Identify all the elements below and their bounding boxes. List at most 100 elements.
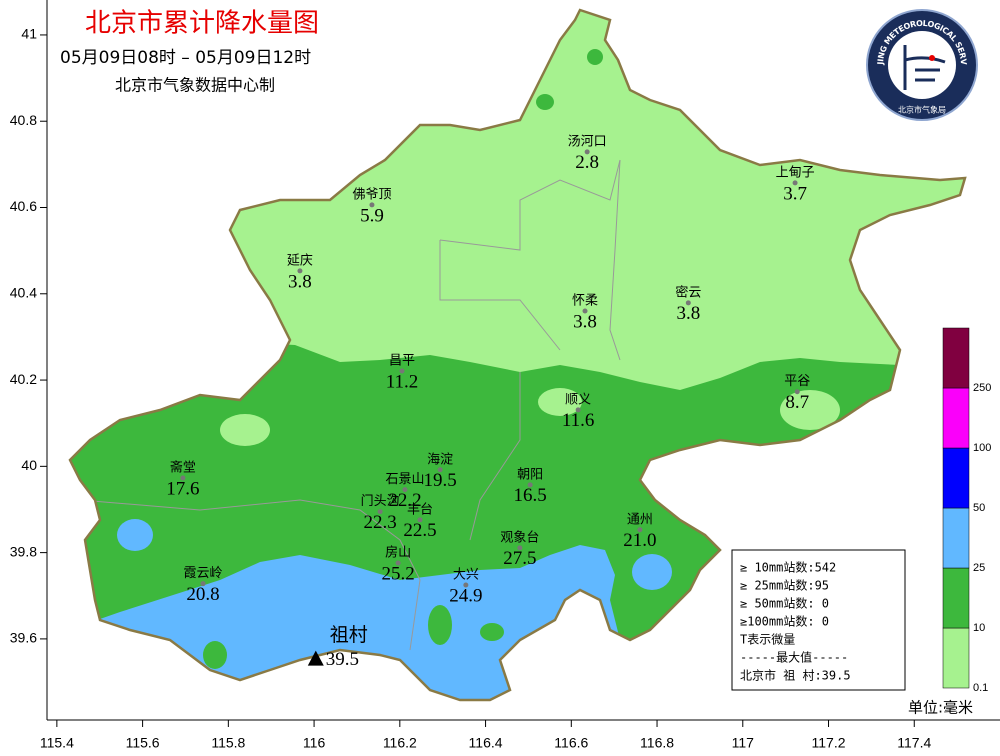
- x-tick-label: 116.2: [383, 735, 417, 751]
- legend-label: 100: [973, 442, 991, 454]
- station-name: 密云: [675, 284, 701, 300]
- station-name: 上甸子: [776, 165, 815, 180]
- station-value: 20.8: [186, 584, 219, 605]
- station-value: 3.7: [783, 183, 807, 204]
- station-name: 佛爷顶: [352, 187, 391, 202]
- station-dot: [685, 300, 691, 306]
- station-dot: [792, 180, 798, 186]
- station-value: 22.5: [403, 520, 436, 541]
- stats-line: 北京市 祖 村:39.5: [740, 668, 851, 683]
- station-dot: [180, 475, 186, 481]
- x-tick-label: 115.8: [211, 735, 245, 751]
- station-value: 5.9: [360, 205, 384, 226]
- station-value: 11.6: [562, 410, 595, 431]
- x-tick-label: 117: [732, 735, 755, 751]
- station-dot: [297, 268, 303, 274]
- x-tick-label: 117.2: [812, 735, 846, 751]
- station-value: 21.0: [623, 530, 656, 551]
- legend-label: 0.1: [973, 682, 988, 694]
- station-value: 25.2: [381, 563, 414, 584]
- station-dot: [437, 467, 443, 473]
- legend-swatch: [942, 627, 970, 689]
- legend-swatch: [942, 387, 970, 449]
- station-name: 斋堂: [170, 459, 196, 475]
- station-name: 门头沟: [361, 494, 400, 509]
- station-dot: [463, 582, 469, 588]
- legend-label: 50: [973, 502, 985, 514]
- legend-swatch: [942, 447, 970, 509]
- stats-line: ≥ 10mm站数:542: [740, 560, 836, 575]
- producer: 北京市气象数据中心制: [115, 76, 275, 95]
- stats-line: ≥100mm站数: 0: [740, 614, 829, 629]
- station-dot: [395, 560, 401, 566]
- x-tick-label: 116: [303, 735, 326, 751]
- y-tick-label: 40.2: [10, 371, 37, 387]
- station-name: 平谷: [784, 374, 810, 389]
- x-tick-label: 115.6: [126, 735, 160, 751]
- station-value: 27.5: [503, 548, 536, 569]
- station-name: 霞云岭: [184, 566, 223, 581]
- legend-label: 10: [973, 622, 985, 634]
- period: 05月09日08时 – 05月09日12时: [60, 48, 311, 68]
- station-name: 观象台: [500, 530, 539, 545]
- station-dot: [369, 202, 375, 208]
- station-name: 房山: [385, 544, 411, 560]
- x-tick-label: 116.6: [554, 735, 588, 751]
- station-name: 石景山: [385, 472, 424, 487]
- max-station-name: 祖村: [330, 624, 368, 646]
- station-dot: [637, 527, 643, 533]
- station-value: 16.5: [514, 485, 547, 506]
- station-value: 19.5: [423, 470, 456, 491]
- station-value: 17.6: [166, 478, 199, 499]
- station-value: 3.8: [573, 311, 597, 332]
- station-name: 昌平: [389, 354, 415, 369]
- station-value: 8.7: [785, 392, 809, 413]
- station-name: 朝阳: [517, 467, 543, 482]
- station-name: 海淀: [427, 452, 453, 467]
- x-tick-label: 115.4: [40, 735, 74, 751]
- station-dot: [582, 308, 588, 314]
- station-value: 3.8: [676, 303, 700, 324]
- station-name: 延庆: [287, 253, 313, 268]
- x-tick-label: 116.4: [469, 735, 503, 751]
- station-value: 22.2: [388, 490, 421, 511]
- y-tick-label: 40.6: [10, 198, 37, 214]
- station-dot: [402, 487, 408, 493]
- legend-swatch: [942, 327, 970, 389]
- stats-line: ≥ 25mm站数:95: [740, 578, 829, 593]
- y-tick-label: 39.6: [10, 630, 37, 646]
- stats-line: ≥ 50mm站数: 0: [740, 596, 829, 611]
- stats-line: -----最大值-----: [740, 650, 848, 665]
- unit: 单位:毫米: [908, 699, 973, 717]
- y-tick-label: 40.4: [10, 284, 37, 300]
- station-dot: [417, 517, 423, 523]
- y-tick-label: 41: [21, 26, 37, 42]
- max-station-value: 39.5: [326, 649, 359, 670]
- station-value: 11.2: [386, 371, 419, 392]
- station-dot: [517, 545, 523, 551]
- stats-line: T表示微量: [740, 633, 795, 647]
- station-dot: [794, 389, 800, 395]
- station-dot: [200, 581, 206, 587]
- y-tick-label: 40: [21, 457, 37, 473]
- station-name: 大兴: [453, 567, 479, 582]
- stats-box: [731, 549, 906, 691]
- legend-label: 25: [973, 562, 985, 574]
- station-dot: [584, 149, 590, 155]
- x-tick-label: 116.8: [640, 735, 674, 751]
- y-tick-label: 39.8: [10, 543, 37, 559]
- station-dot: [575, 407, 581, 413]
- x-tick-label: 117.4: [897, 735, 931, 751]
- station-dot: [527, 482, 533, 488]
- station-name: 丰台: [407, 502, 433, 517]
- station-value: 22.3: [363, 512, 396, 533]
- station-name: 怀柔: [572, 294, 598, 309]
- station-dot: [377, 509, 383, 515]
- station-value: 3.8: [288, 271, 312, 292]
- y-tick-label: 40.8: [10, 112, 37, 128]
- station-dot: [399, 368, 405, 374]
- station-name: 通州: [627, 512, 653, 527]
- station-value: 24.9: [449, 585, 482, 606]
- axes: [46, 0, 1000, 721]
